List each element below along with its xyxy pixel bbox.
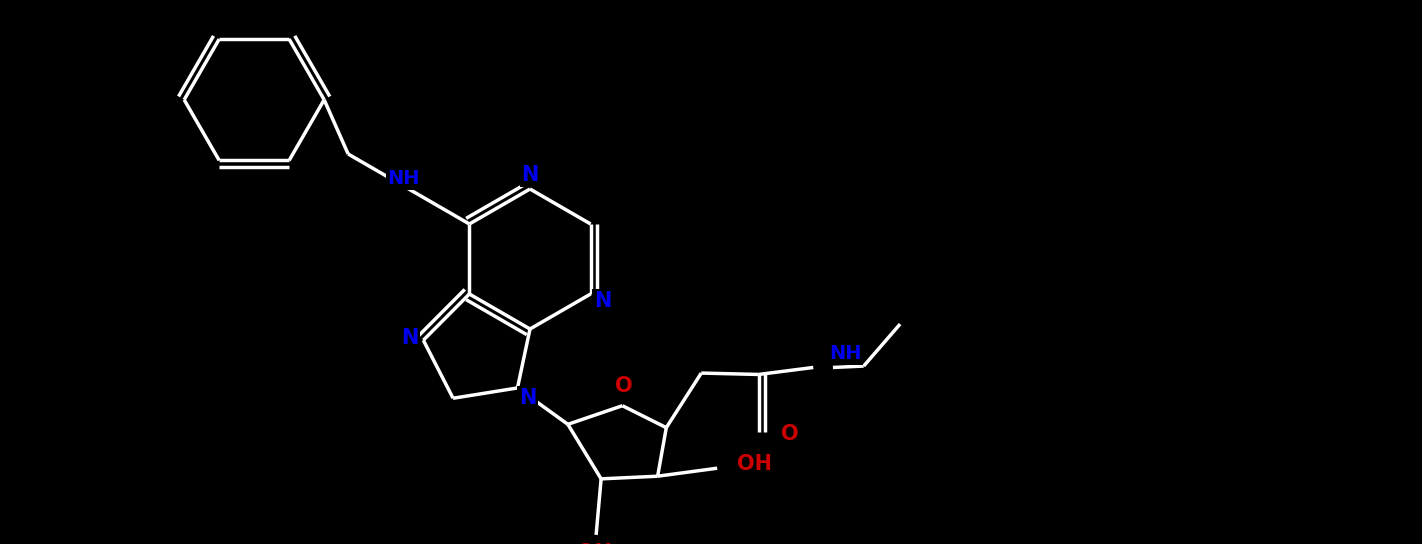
Text: OH: OH (737, 454, 772, 474)
Text: N: N (522, 165, 539, 185)
Text: O: O (614, 376, 633, 395)
Text: NH: NH (829, 344, 862, 363)
Text: N: N (401, 328, 418, 348)
Text: O: O (781, 424, 798, 444)
Text: N: N (519, 388, 536, 408)
Text: NH: NH (388, 170, 419, 189)
Text: OH: OH (577, 543, 611, 544)
Text: N: N (594, 291, 611, 311)
